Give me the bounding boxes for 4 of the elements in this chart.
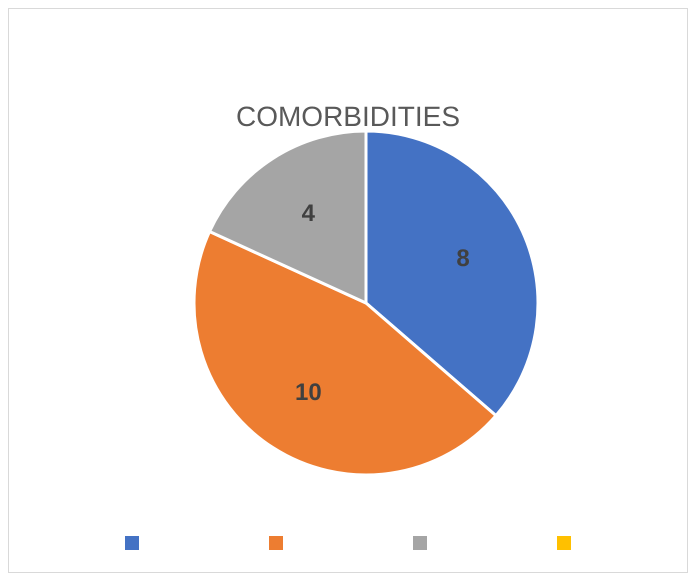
data-label: 10 [294,379,322,406]
chart-title: COMORBIDITIES [234,101,461,133]
data-label: 4 [302,200,316,227]
data-label: 8 [456,245,470,272]
